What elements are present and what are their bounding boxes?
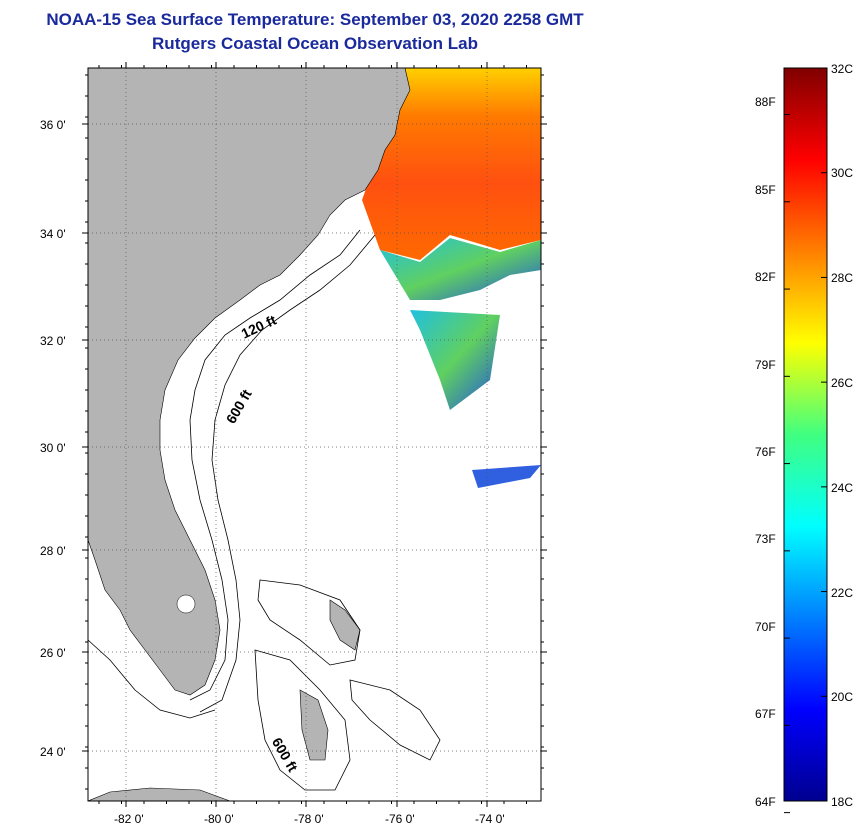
sst-patch-east <box>472 465 541 488</box>
lake-okeechobee <box>176 594 196 614</box>
cb-label-24c: 24C <box>831 481 854 495</box>
cb-label-85f: 85F <box>755 183 776 197</box>
cb-label-82f: 82F <box>755 270 776 284</box>
contour-600ft <box>199 234 376 713</box>
cb-label-32c: 32C <box>831 62 854 76</box>
lon-tick-76: -76 0' <box>385 812 415 826</box>
lon-tick-80: -80 0' <box>204 812 234 826</box>
sst-swath-warm <box>362 68 541 260</box>
lat-tick-24: 24 0' <box>40 745 66 759</box>
contour-120ft <box>189 229 361 701</box>
land-cuba <box>88 787 231 801</box>
land-bahamas-andros <box>299 689 329 761</box>
cb-label-22c: 22C <box>831 586 854 600</box>
land-bahamas-north <box>329 599 361 651</box>
lon-tick-78: -78 0' <box>294 812 324 826</box>
contour-bahamas <box>257 579 361 666</box>
lon-tick-82: -82 0' <box>114 812 144 826</box>
map-subtitle: Rutgers Coastal Ocean Observation Lab <box>152 34 478 53</box>
lon-tick-74: -74 0' <box>475 812 505 826</box>
lat-tick-34: 34 0' <box>40 227 66 241</box>
cb-label-20c: 20C <box>831 690 854 704</box>
cb-label-64f: 64F <box>755 795 776 809</box>
cb-label-79f: 79F <box>755 358 776 372</box>
cb-label-28c: 28C <box>831 271 854 285</box>
colorbar-gradient <box>783 67 828 802</box>
map-ticks <box>82 62 547 807</box>
cb-label-73f: 73F <box>755 532 776 546</box>
map-title: NOAA-15 Sea Surface Temperature: Septemb… <box>46 10 584 29</box>
cb-label-67f: 67F <box>755 707 776 721</box>
map-frame <box>87 67 542 802</box>
contour-keys <box>88 639 216 719</box>
cb-label-76f: 76F <box>755 445 776 459</box>
cb-label-70f: 70F <box>755 620 776 634</box>
lat-tick-30: 30 0' <box>40 441 66 455</box>
cb-label-88f: 88F <box>755 95 776 109</box>
lat-tick-36: 36 0' <box>40 118 66 132</box>
contour-bahamas-2 <box>254 649 351 791</box>
land-us-coast <box>88 68 411 696</box>
lat-tick-28: 28 0' <box>40 544 66 558</box>
contour-bahamas-3 <box>349 679 441 761</box>
sst-swath-cool <box>380 238 541 300</box>
lat-tick-32: 32 0' <box>40 334 66 348</box>
cb-label-30c: 30C <box>831 166 854 180</box>
sst-swath-south <box>410 310 500 410</box>
lat-tick-26: 26 0' <box>40 646 66 660</box>
cb-label-26c: 26C <box>831 376 854 390</box>
cb-label-18c: 18C <box>831 795 854 809</box>
